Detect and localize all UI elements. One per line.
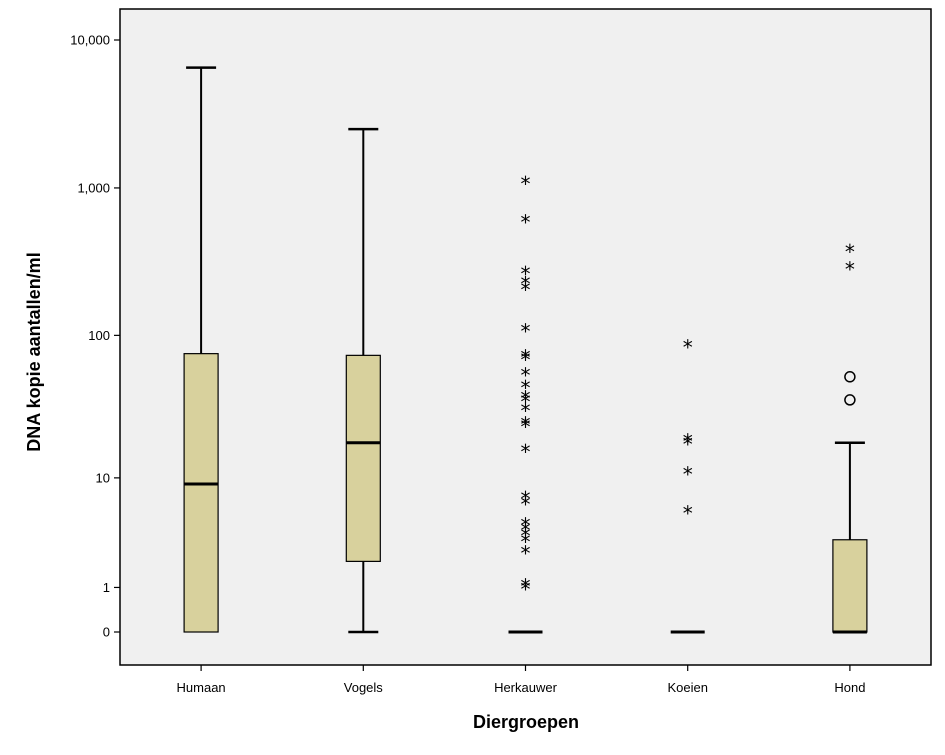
extreme-point: * — [521, 440, 531, 464]
extreme-point: * — [521, 390, 531, 414]
extreme-point: * — [683, 336, 693, 360]
extreme-point: * — [521, 278, 531, 302]
extreme-point: * — [521, 574, 531, 598]
y-axis-title: DNA kopie aantallen/ml — [24, 252, 44, 451]
y-axis: 0 1 10 100 1,000 10,000 — [70, 33, 120, 640]
extreme-point: * — [521, 211, 531, 235]
x-axis: Humaan Vogels Herkauwer Koeien Hond — [177, 665, 865, 695]
box-group: ************************* — [508, 172, 543, 634]
plot-area — [119, 8, 932, 666]
x-tick-label: Koeien — [667, 680, 707, 695]
extreme-point: * — [521, 524, 531, 548]
outlier-point — [844, 394, 856, 406]
y-tick-label: 1 — [103, 580, 110, 595]
extreme-point: * — [521, 348, 531, 372]
y-tick-label: 10,000 — [70, 33, 110, 48]
box — [345, 354, 381, 562]
extreme-point: * — [683, 502, 693, 526]
extreme-point: * — [521, 345, 531, 369]
extreme-point: * — [683, 462, 693, 486]
boxes: ******************************** — [183, 66, 868, 634]
extreme-point: * — [521, 262, 531, 286]
x-tick-label: Herkauwer — [494, 680, 558, 695]
x-axis-title: Diergroepen — [473, 712, 579, 732]
extreme-point: * — [521, 387, 531, 411]
outlier-point — [844, 371, 856, 383]
box-group: ** — [832, 240, 868, 634]
extreme-point: * — [521, 272, 531, 296]
box — [183, 353, 219, 633]
extreme-point: * — [521, 514, 531, 538]
y-tick-label: 1,000 — [77, 180, 110, 195]
y-tick-label: 10 — [96, 470, 110, 485]
extreme-point: * — [683, 429, 693, 453]
extreme-point: * — [521, 530, 531, 554]
extreme-point: * — [521, 319, 531, 343]
extreme-point: * — [521, 415, 531, 439]
extreme-point: * — [845, 240, 855, 264]
extreme-point: * — [521, 577, 531, 601]
extreme-point: * — [521, 399, 531, 423]
y-tick-label: 100 — [88, 328, 110, 343]
x-tick-label: Vogels — [344, 680, 384, 695]
box-group — [183, 66, 219, 633]
extreme-point: * — [845, 257, 855, 281]
extreme-point: * — [521, 413, 531, 437]
extreme-point: * — [521, 492, 531, 516]
extreme-point: * — [521, 487, 531, 511]
extreme-point: * — [683, 433, 693, 457]
extreme-point: * — [521, 376, 531, 400]
box-group — [345, 127, 381, 634]
extreme-point: * — [521, 519, 531, 543]
extreme-point: * — [521, 172, 531, 196]
box — [832, 539, 868, 633]
x-tick-label: Humaan — [177, 680, 226, 695]
extreme-point: * — [521, 363, 531, 387]
extreme-point: * — [521, 541, 531, 565]
box-group: ***** — [670, 336, 705, 634]
y-tick-label: 0 — [103, 625, 110, 640]
x-tick-label: Hond — [834, 680, 865, 695]
